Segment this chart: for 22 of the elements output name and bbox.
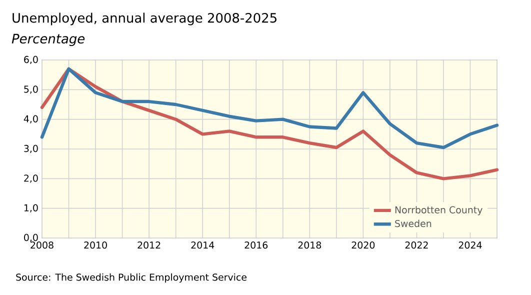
y-tick-label: 0,0 xyxy=(24,234,38,242)
x-tick-label: 2022 xyxy=(405,242,428,249)
source-note: Source: The Swedish Public Employment Service xyxy=(16,273,247,283)
x-tick-label: 2016 xyxy=(244,242,268,249)
chart-subtitle: Percentage xyxy=(12,34,85,46)
x-tick-label: 2024 xyxy=(458,242,482,249)
y-tick-label: 6,0 xyxy=(24,56,38,64)
y-tick-label: 1,0 xyxy=(24,204,38,212)
x-tick-label: 2012 xyxy=(138,242,160,249)
y-tick-label: 2,0 xyxy=(24,174,38,183)
x-tick-label: 2020 xyxy=(352,242,375,249)
x-tick-label: 2008 xyxy=(30,242,54,249)
chart-title: Unemployed, annual average 2008-2025 xyxy=(12,12,276,26)
line-series xyxy=(40,67,499,180)
y-tick-label: 4,0 xyxy=(24,115,38,124)
y-tick-label: 3,0 xyxy=(24,144,38,154)
x-tick-label: 2014 xyxy=(191,242,214,249)
legend-label: Norrbotten County xyxy=(395,206,482,216)
y-tick-label: 5,0 xyxy=(24,86,38,94)
x-tick-label: 2010 xyxy=(84,242,107,249)
legend-label: Sweden xyxy=(395,220,432,228)
x-tick-label: 2018 xyxy=(298,242,322,249)
